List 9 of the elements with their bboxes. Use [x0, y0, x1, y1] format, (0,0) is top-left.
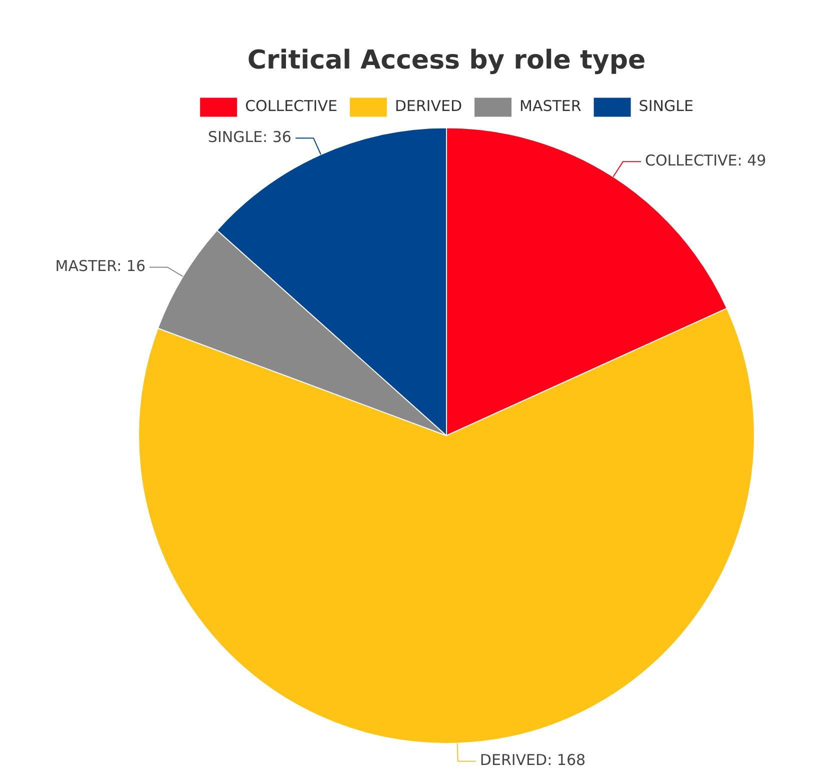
legend-label: MASTER [520, 97, 582, 116]
data-label: COLLECTIVE: 49 [644, 152, 766, 170]
legend-label: COLLECTIVE [245, 97, 338, 116]
data-label: DERIVED: 168 [480, 751, 586, 770]
legend-label: DERIVED [394, 97, 462, 116]
legend-label: SINGLE [638, 97, 694, 116]
data-label: MASTER: 16 [55, 257, 146, 276]
chart-title: Critical Access by role type [247, 45, 646, 76]
data-label: SINGLE: 36 [208, 128, 292, 146]
